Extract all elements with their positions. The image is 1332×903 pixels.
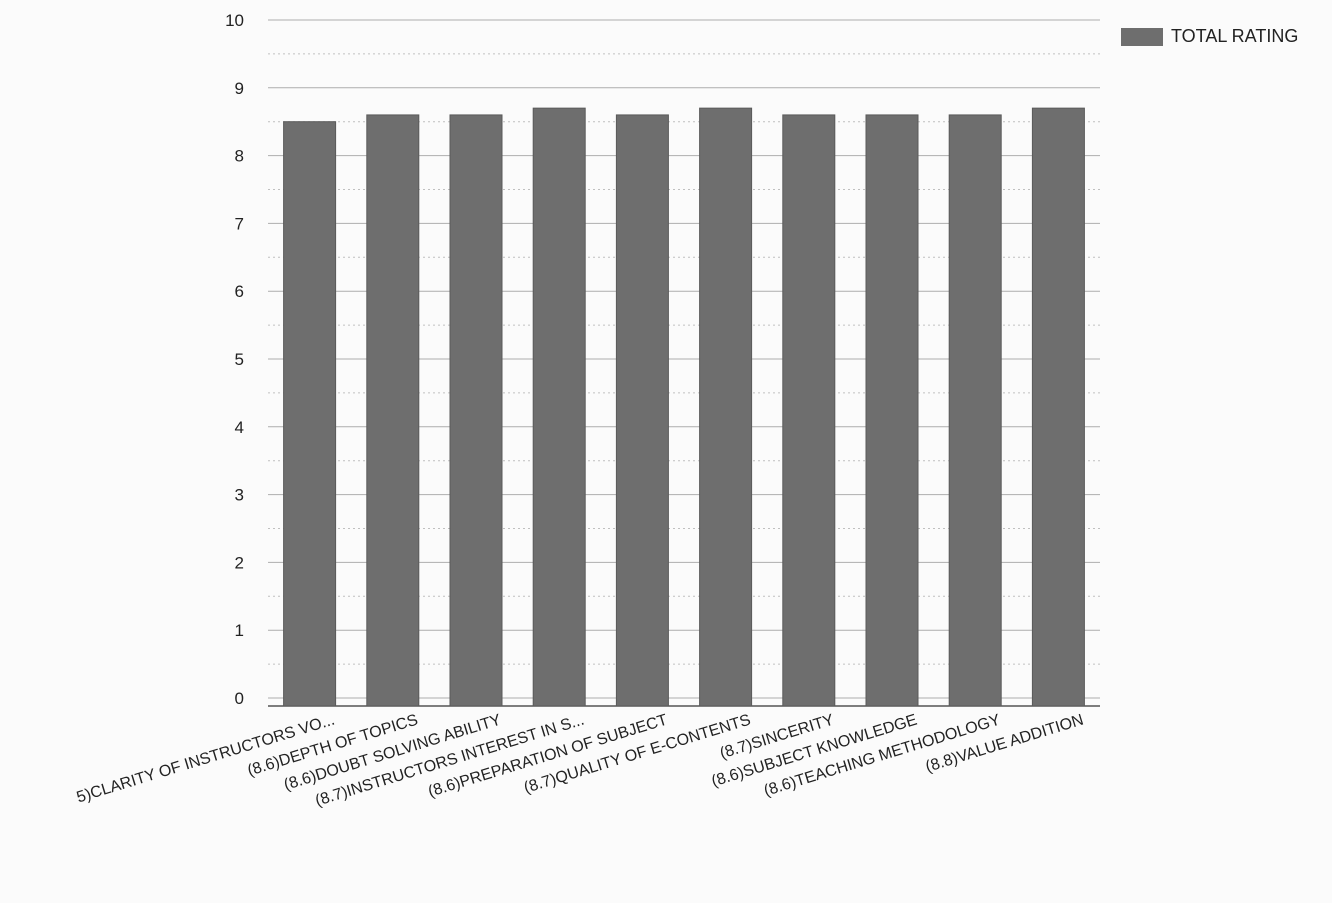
- y-tick-label: 2: [235, 553, 244, 572]
- y-tick-label: 7: [235, 214, 244, 233]
- legend-label: TOTAL RATING: [1171, 26, 1299, 46]
- bar: [865, 114, 919, 707]
- bar: [366, 114, 420, 707]
- y-tick-label: 5: [235, 350, 244, 369]
- bar: [1031, 107, 1085, 707]
- legend-swatch: [1121, 27, 1163, 46]
- y-tick-label: 6: [235, 282, 244, 301]
- y-tick-label: 1: [235, 621, 244, 640]
- bar: [532, 107, 586, 707]
- y-tick-label: 3: [235, 486, 244, 505]
- bar: [948, 114, 1002, 707]
- bar: [615, 114, 669, 707]
- legend: TOTAL RATING: [1121, 26, 1298, 47]
- bar: [699, 107, 753, 707]
- y-tick-label: 4: [235, 418, 244, 437]
- bar: [283, 121, 337, 707]
- bar: [449, 114, 503, 707]
- bar: [782, 114, 836, 707]
- y-tick-label: 0: [235, 689, 244, 708]
- y-tick-label: 8: [235, 147, 244, 166]
- y-tick-label: 9: [235, 79, 244, 98]
- y-tick-label: 10: [225, 11, 244, 30]
